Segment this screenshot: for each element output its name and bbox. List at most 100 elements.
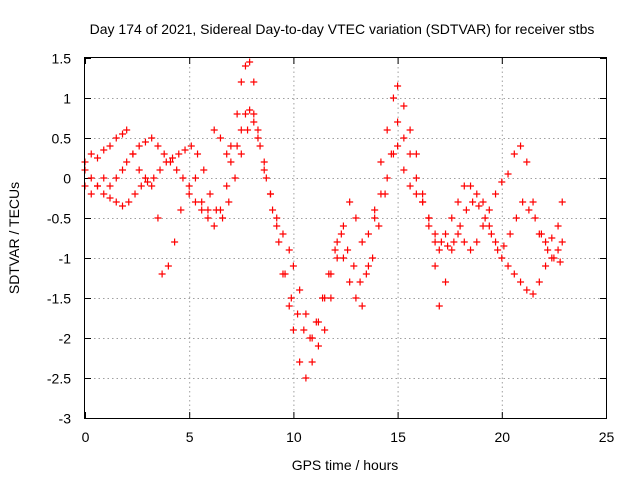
data-point-track-b: [479, 198, 487, 206]
data-point-track-a: [250, 78, 258, 86]
data-point-track-b: [314, 342, 322, 350]
data-point-track-b: [435, 246, 443, 254]
data-point-track-b: [431, 238, 439, 246]
data-point-track-b: [260, 158, 268, 166]
data-point-track-a: [87, 150, 95, 158]
data-point-track-b: [160, 150, 168, 158]
grid-layer: [85, 58, 606, 418]
data-point-track-c: [256, 142, 264, 150]
data-point-track-c: [462, 206, 470, 214]
data-point-track-b: [250, 118, 258, 126]
data-point-track-c: [369, 254, 377, 262]
data-point-track-c: [375, 222, 383, 230]
x-tick-label: 10: [286, 429, 302, 445]
data-point-track-a: [216, 134, 224, 142]
data-point-track-c: [131, 190, 139, 198]
data-point-track-c: [200, 166, 208, 174]
data-point-track-a: [419, 190, 427, 198]
data-point-track-b: [394, 142, 402, 150]
data-point-track-c: [419, 198, 427, 206]
data-point-track-a: [289, 326, 297, 334]
data-point-track-b: [279, 230, 287, 238]
data-point-track-c: [506, 230, 514, 238]
data-point-track-c: [169, 154, 177, 162]
data-point-track-b: [123, 158, 131, 166]
data-points: [81, 58, 566, 382]
data-point-track-a: [425, 222, 433, 230]
data-point-track-c: [344, 246, 352, 254]
data-point-track-a: [241, 62, 249, 70]
data-point-track-a: [204, 206, 212, 214]
data-point-track-c: [306, 334, 314, 342]
data-point-track-a: [119, 130, 127, 138]
y-tick-label: 1.5: [52, 51, 72, 67]
data-point-track-b: [191, 198, 199, 206]
data-point-track-a: [260, 166, 268, 174]
data-point-track-b: [460, 182, 468, 190]
x-tick-labels: 0 5 10 15 20 25: [82, 429, 615, 445]
data-point-track-b: [173, 166, 181, 174]
data-point-track-a: [479, 222, 487, 230]
plot-frame: [84, 57, 607, 419]
data-point-track-b: [529, 290, 537, 298]
data-point-track-b: [266, 190, 274, 198]
data-point-track-b: [346, 198, 354, 206]
y-tick-label: -2.5: [47, 371, 71, 387]
data-point-track-b: [135, 142, 143, 150]
data-point-track-b: [223, 182, 231, 190]
data-point-track-c: [444, 242, 452, 250]
data-point-track-c: [137, 182, 145, 190]
data-point-track-a: [339, 254, 347, 262]
x-tick-label: 20: [495, 429, 511, 445]
data-point-track-c: [100, 190, 108, 198]
y-tick-label: -1.5: [47, 291, 71, 307]
data-point-track-c: [319, 294, 327, 302]
data-point-track-b: [87, 190, 95, 198]
data-point-track-a: [394, 82, 402, 90]
data-point-track-b: [210, 222, 218, 230]
data-point-track-b: [204, 214, 212, 222]
data-point-track-a: [435, 302, 443, 310]
data-point-track-a: [492, 190, 500, 198]
x-axis-label: GPS time / hours: [292, 457, 399, 473]
data-point-track-a: [542, 238, 550, 246]
data-point-track-b: [227, 158, 235, 166]
data-point-track-a: [548, 234, 556, 242]
data-point-track-b: [510, 270, 518, 278]
data-point-track-c: [337, 230, 345, 238]
data-point-track-c: [231, 174, 239, 182]
data-point-track-a: [123, 126, 131, 134]
data-point-track-c: [456, 222, 464, 230]
data-point-track-a: [285, 302, 293, 310]
data-point-track-a: [389, 94, 397, 102]
data-point-track-a: [510, 150, 518, 158]
data-point-track-b: [504, 262, 512, 270]
y-tick-label: 0.5: [52, 131, 72, 147]
data-point-track-b: [412, 190, 420, 198]
y-tick-label: -3: [59, 411, 72, 427]
data-point-track-c: [144, 178, 152, 186]
data-point-track-c: [550, 254, 558, 262]
data-point-track-b: [254, 134, 262, 142]
data-point-track-c: [469, 198, 477, 206]
data-point-track-c: [556, 258, 564, 266]
data-point-track-b: [523, 286, 531, 294]
data-point-track-c: [362, 270, 370, 278]
y-tick-label: -0.5: [47, 211, 71, 227]
x-tick-label: 15: [390, 429, 406, 445]
data-point-track-b: [141, 138, 149, 146]
x-tick-label: 5: [186, 429, 194, 445]
data-point-track-c: [425, 214, 433, 222]
data-point-track-b: [302, 310, 310, 318]
data-point-track-c: [394, 118, 402, 126]
data-point-track-a: [94, 154, 102, 162]
data-point-track-c: [450, 238, 458, 246]
data-point-track-b: [352, 214, 360, 222]
data-point-track-b: [179, 174, 187, 182]
data-point-track-a: [106, 142, 114, 150]
y-tick-label: 0: [63, 171, 71, 187]
data-point-track-c: [244, 126, 252, 134]
data-point-track-c: [119, 202, 127, 210]
data-point-track-a: [371, 214, 379, 222]
